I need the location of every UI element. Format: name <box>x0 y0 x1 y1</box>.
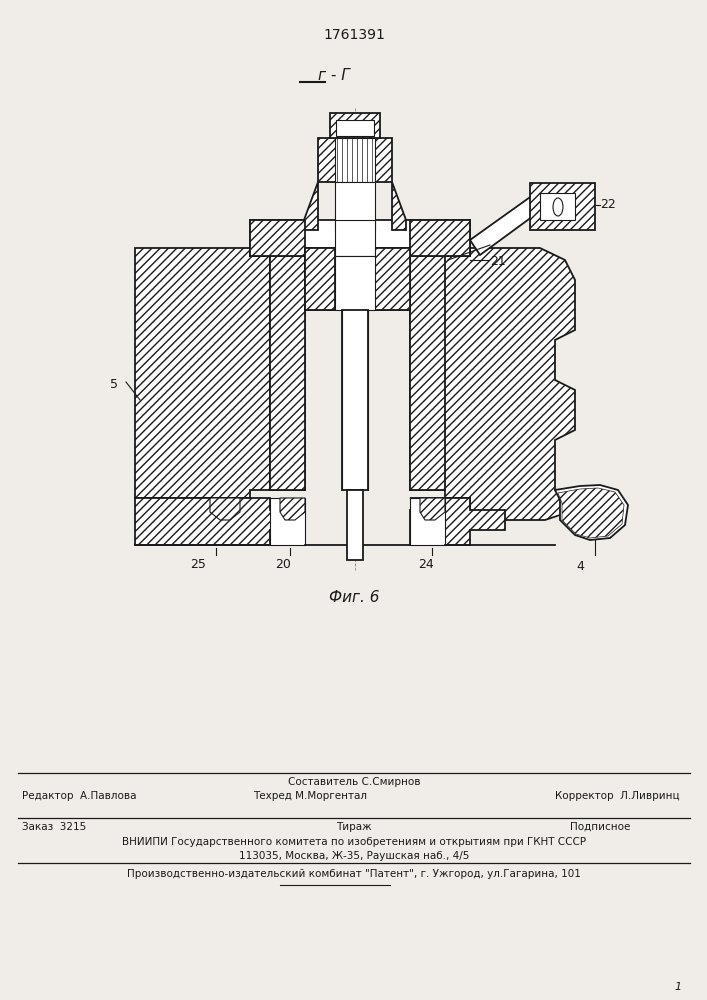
Polygon shape <box>318 138 392 182</box>
Text: Производственно-издательский комбинат "Патент", г. Ужгород, ул.Гагарина, 101: Производственно-издательский комбинат "П… <box>127 869 581 879</box>
Text: 5: 5 <box>110 378 118 391</box>
Polygon shape <box>392 182 406 230</box>
Text: Тираж: Тираж <box>337 822 372 832</box>
Polygon shape <box>135 248 270 498</box>
Polygon shape <box>410 256 445 490</box>
Polygon shape <box>270 256 305 490</box>
Text: 1761391: 1761391 <box>323 28 385 42</box>
Text: Редактор  А.Павлова: Редактор А.Павлова <box>22 791 136 801</box>
Polygon shape <box>530 183 595 230</box>
Polygon shape <box>210 498 240 520</box>
Polygon shape <box>250 220 470 256</box>
Text: 4: 4 <box>576 560 584 573</box>
Polygon shape <box>410 220 470 256</box>
Polygon shape <box>347 490 363 560</box>
Text: Техред М.Моргентал: Техред М.Моргентал <box>253 791 367 801</box>
Polygon shape <box>470 190 555 255</box>
Polygon shape <box>330 113 380 138</box>
Polygon shape <box>335 256 375 310</box>
Polygon shape <box>410 498 505 545</box>
Text: 113035, Москва, Ж-35, Раушская наб., 4/5: 113035, Москва, Ж-35, Раушская наб., 4/5 <box>239 851 469 861</box>
Polygon shape <box>540 193 575 220</box>
Polygon shape <box>335 138 375 182</box>
Polygon shape <box>375 248 410 310</box>
Text: Подписное: Подписное <box>570 822 630 832</box>
Text: 1: 1 <box>675 982 682 992</box>
Polygon shape <box>555 485 628 540</box>
Polygon shape <box>250 220 305 256</box>
Text: 24: 24 <box>418 558 434 571</box>
Polygon shape <box>336 120 374 136</box>
Polygon shape <box>335 220 375 256</box>
Text: Корректор  Л.Ливринц: Корректор Л.Ливринц <box>556 791 680 801</box>
Text: ВНИИПИ Государственного комитета по изобретениям и открытиям при ГКНТ СССР: ВНИИПИ Государственного комитета по изоб… <box>122 837 586 847</box>
Polygon shape <box>135 498 305 545</box>
Polygon shape <box>270 256 305 490</box>
Polygon shape <box>335 182 375 230</box>
Text: Фиг. 6: Фиг. 6 <box>329 590 379 605</box>
Polygon shape <box>420 498 445 520</box>
Text: 20: 20 <box>275 558 291 571</box>
Polygon shape <box>304 182 318 230</box>
Polygon shape <box>280 498 305 520</box>
Polygon shape <box>305 248 410 310</box>
Polygon shape <box>558 488 624 538</box>
Polygon shape <box>410 498 445 545</box>
Text: г - Г: г - Г <box>318 68 350 83</box>
Polygon shape <box>270 498 305 545</box>
Polygon shape <box>305 248 335 310</box>
Polygon shape <box>342 310 368 490</box>
Text: 21: 21 <box>490 255 506 268</box>
Text: Заказ  3215: Заказ 3215 <box>22 822 86 832</box>
Text: 22: 22 <box>600 198 616 211</box>
Text: Составитель С.Смирнов: Составитель С.Смирнов <box>288 777 420 787</box>
Text: 25: 25 <box>190 558 206 571</box>
Polygon shape <box>410 248 575 520</box>
Ellipse shape <box>553 198 563 216</box>
